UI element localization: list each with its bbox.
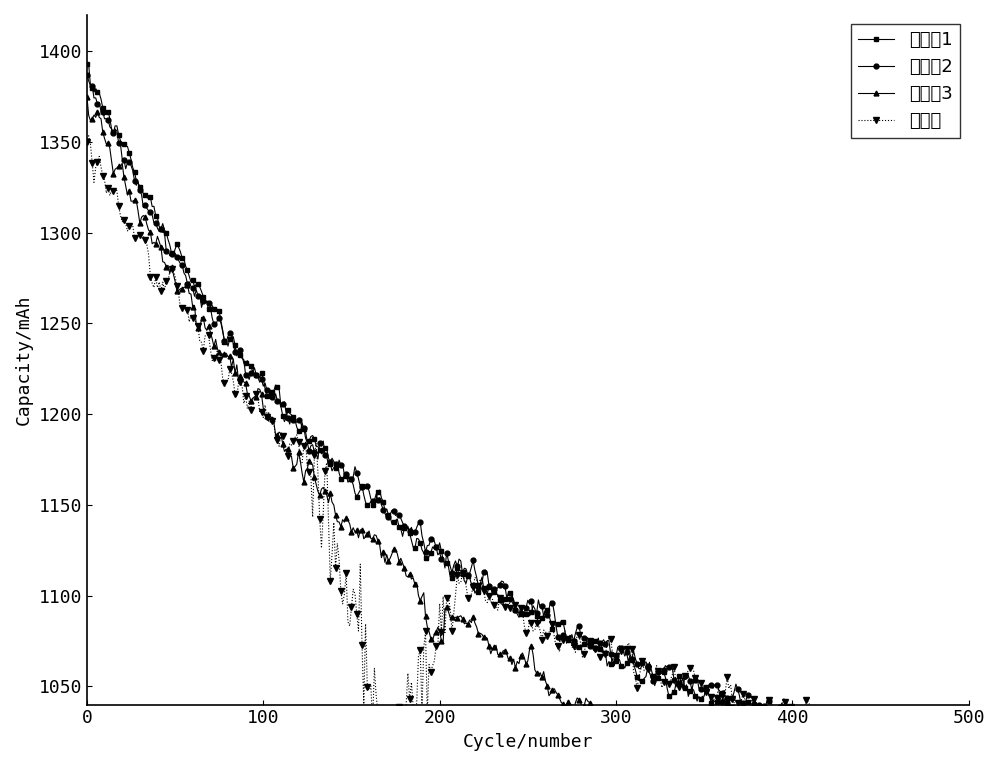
Line: 对比例: 对比例 bbox=[84, 133, 927, 766]
实施夙1 bbox=[88, 87, 100, 97]
实施夙1 bbox=[725, 702, 737, 711]
实施夙2 bbox=[903, 755, 915, 764]
实施夙2 bbox=[130, 181, 142, 190]
对比例 bbox=[919, 759, 931, 766]
实施夙2 bbox=[81, 70, 93, 80]
对比例 bbox=[622, 638, 634, 647]
对比例 bbox=[83, 131, 95, 140]
Legend: 实施夙1, 实施夙2, 实施夙3, 对比例: 实施夙1, 实施夙2, 实施夙3, 对比例 bbox=[851, 24, 960, 138]
实施夙1 bbox=[386, 519, 398, 529]
对比例 bbox=[333, 555, 345, 565]
对比例 bbox=[409, 720, 421, 729]
Y-axis label: Capacity/mAh: Capacity/mAh bbox=[15, 295, 33, 425]
实施夙1 bbox=[81, 60, 93, 69]
对比例 bbox=[621, 644, 633, 653]
对比例 bbox=[534, 626, 546, 635]
实施夙3 bbox=[88, 110, 100, 119]
实施夙2 bbox=[386, 506, 398, 515]
Line: 实施夙3: 实施夙3 bbox=[84, 94, 922, 766]
实施夙2 bbox=[913, 755, 925, 764]
实施夙1 bbox=[913, 761, 925, 766]
实施夙3 bbox=[130, 196, 142, 205]
对比例 bbox=[81, 137, 93, 146]
实施夙2 bbox=[418, 538, 430, 548]
Line: 实施夙1: 实施夙1 bbox=[84, 61, 922, 766]
实施夙3 bbox=[391, 549, 403, 558]
X-axis label: Cycle/number: Cycle/number bbox=[463, 733, 593, 751]
实施夙3 bbox=[418, 588, 430, 597]
实施夙2 bbox=[391, 509, 403, 519]
实施夙1 bbox=[418, 548, 430, 558]
Line: 实施夙2: 实施夙2 bbox=[84, 73, 922, 762]
实施夙1 bbox=[391, 514, 403, 523]
实施夙1 bbox=[130, 176, 142, 185]
对比例 bbox=[705, 692, 717, 701]
实施夙3 bbox=[386, 549, 398, 558]
实施夙3 bbox=[81, 92, 93, 101]
实施夙2 bbox=[725, 695, 737, 704]
实施夙2 bbox=[88, 93, 100, 103]
